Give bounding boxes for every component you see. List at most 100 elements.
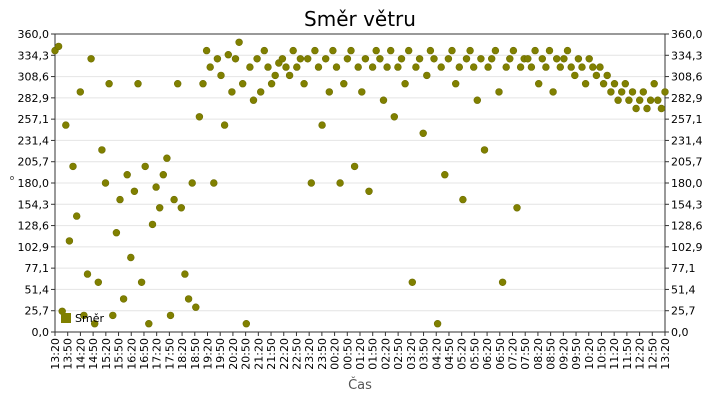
data-point: [289, 46, 297, 55]
data-point: [643, 104, 651, 113]
y-tick-label-right: 282,9: [671, 92, 703, 105]
y-tick-label-left: 0,0: [32, 326, 50, 339]
x-tick-label: 15:50: [113, 338, 126, 370]
x-tick-label: 09:50: [570, 338, 583, 370]
data-point: [156, 204, 164, 212]
x-tick-label: 14:20: [74, 338, 87, 370]
y-tick-label-right: 154,3: [671, 198, 703, 211]
data-point: [137, 278, 146, 286]
data-point: [336, 179, 344, 187]
x-tick-label: 02:20: [379, 338, 392, 370]
x-tick-label: 07:50: [519, 338, 532, 370]
data-point: [253, 55, 261, 63]
data-point: [206, 63, 214, 71]
data-point: [516, 63, 525, 71]
data-point: [123, 171, 131, 179]
data-point: [199, 79, 207, 88]
data-point: [387, 46, 395, 55]
data-point: [112, 229, 121, 237]
data-point: [603, 71, 611, 80]
x-tick-label: 19:20: [202, 338, 215, 370]
data-point: [484, 63, 492, 71]
data-point: [448, 46, 456, 55]
data-point: [473, 96, 481, 104]
x-tick-label: 12:50: [646, 338, 659, 370]
data-point: [83, 270, 92, 278]
data-point: [383, 63, 391, 71]
x-tick-label: 14:50: [87, 338, 100, 370]
plot-frame: [54, 33, 666, 333]
x-tick-label: 11:50: [621, 338, 634, 370]
y-tick-label-right: 77,1: [671, 262, 696, 275]
data-point: [174, 79, 182, 88]
data-point: [76, 88, 85, 96]
x-tick-label: 21:20: [252, 338, 265, 370]
data-point: [94, 278, 103, 286]
y-tick-label-left: 51,4: [25, 283, 50, 296]
data-point: [116, 195, 124, 204]
data-point: [549, 88, 557, 96]
data-point: [166, 311, 175, 320]
data-point: [257, 88, 265, 96]
data-point: [628, 88, 637, 96]
data-point: [390, 113, 398, 121]
x-tick-label: 13:50: [62, 338, 75, 370]
y-axis-left: 0,0 25,7 51,4 77,1 102,9 128,6 154,3 180,0 205,7…: [18, 28, 55, 339]
data-point: [657, 104, 666, 113]
data-point: [592, 71, 601, 80]
data-point: [98, 146, 106, 154]
y-tick-label-right: 334,3: [671, 49, 703, 62]
data-point: [264, 63, 272, 71]
data-point: [152, 183, 160, 191]
data-point: [563, 46, 572, 55]
x-tick-label: 17:20: [151, 338, 164, 370]
data-point: [394, 63, 402, 71]
y-tick-label-left: 257,1: [18, 113, 50, 126]
x-tick-label: 18:20: [176, 338, 189, 370]
data-point: [119, 295, 128, 303]
y-tick-label-left: 154,3: [18, 198, 50, 211]
chart-title: Směr větru: [304, 7, 416, 31]
data-point: [599, 79, 608, 88]
data-point: [246, 63, 254, 71]
x-tick-label: 10:50: [595, 338, 608, 370]
data-point: [62, 121, 70, 129]
data-point: [343, 55, 352, 63]
x-tick-label: 23:20: [303, 338, 316, 370]
x-tick-label: 05:20: [456, 338, 469, 370]
data-point: [419, 129, 427, 138]
data-point: [426, 46, 435, 55]
data-point: [134, 79, 142, 88]
data-point: [614, 96, 622, 104]
x-tick-label: 07:20: [507, 338, 520, 370]
data-point: [542, 63, 550, 71]
data-point: [65, 237, 74, 245]
data-point: [192, 303, 200, 311]
x-tick-label: 19:50: [214, 338, 227, 370]
y-tick-label-right: 308,6: [671, 71, 703, 84]
data-point: [260, 46, 268, 55]
y-tick-label-right: 257,1: [671, 113, 703, 126]
data-point: [625, 96, 633, 104]
data-point: [661, 88, 669, 96]
data-point: [80, 311, 88, 320]
data-point: [127, 253, 135, 262]
data-point: [455, 63, 463, 71]
data-point: [552, 55, 561, 63]
data-point: [596, 63, 604, 71]
data-point: [423, 71, 431, 80]
data-point: [581, 79, 590, 88]
y-tick-label-left: 77,1: [25, 262, 50, 275]
data-point: [524, 55, 532, 63]
x-tick-label: 08:20: [532, 338, 545, 370]
data-point: [495, 88, 503, 96]
data-point: [459, 195, 467, 204]
x-tick-label: 08:50: [545, 338, 558, 370]
data-point: [654, 96, 662, 104]
data-point: [466, 46, 474, 55]
y-axis-right: 0,0 25,7 51,4 77,1 102,9 128,6 154,3 180,0 205,7…: [665, 28, 703, 339]
legend: Směr: [61, 312, 104, 325]
data-point: [242, 320, 251, 328]
data-point: [368, 63, 377, 71]
data-point: [347, 46, 355, 55]
